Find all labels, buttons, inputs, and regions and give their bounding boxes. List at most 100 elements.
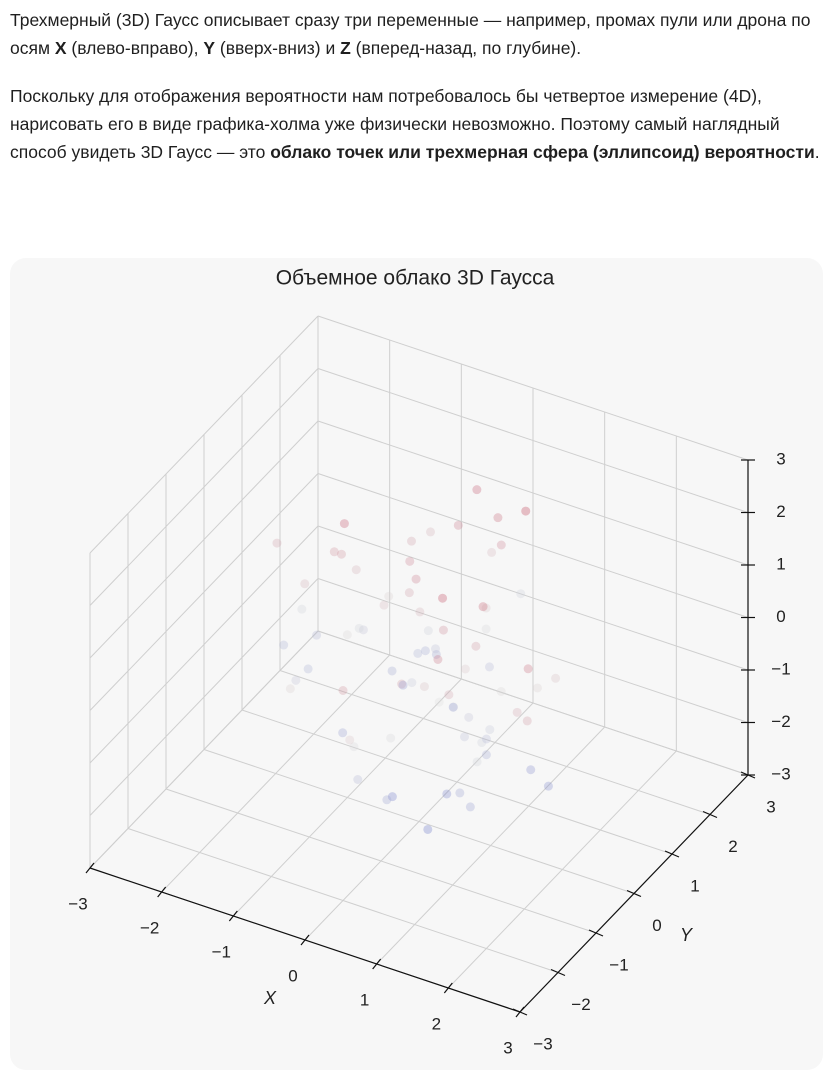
y-axis-label: Y — [680, 925, 694, 945]
grid-line — [89, 578, 319, 816]
point — [460, 732, 469, 742]
point — [460, 664, 470, 674]
grid-line — [89, 525, 319, 764]
point — [339, 519, 349, 529]
point — [358, 625, 368, 635]
point — [285, 684, 295, 694]
z-tick-label: −3 — [771, 764, 790, 783]
y-tick-label: 0 — [652, 916, 661, 935]
x-axis-label: X — [263, 988, 277, 1008]
point — [413, 648, 423, 658]
point — [478, 602, 488, 612]
x-tick-label: −3 — [68, 894, 87, 913]
tick-mark — [550, 968, 566, 977]
point — [300, 579, 310, 589]
point — [512, 707, 522, 717]
grid-line — [89, 630, 319, 869]
point — [407, 678, 417, 688]
grid-line — [317, 578, 749, 723]
tick-mark — [85, 862, 95, 874]
point — [464, 712, 474, 722]
point — [438, 625, 448, 635]
grid-line — [317, 525, 749, 671]
point — [351, 565, 361, 575]
bold-text: облако точек или трехмерная сфера (эллип… — [270, 142, 815, 162]
point — [379, 600, 389, 610]
grid-line — [317, 368, 749, 513]
point — [279, 640, 289, 650]
tick-mark — [228, 910, 238, 922]
grid-line — [317, 315, 749, 461]
x-tick-label: 1 — [360, 990, 369, 1009]
text-run: . — [814, 142, 820, 162]
point — [522, 716, 532, 726]
point — [453, 520, 463, 530]
grid-line — [241, 709, 673, 855]
point — [423, 824, 433, 834]
bold-text: Z — [340, 38, 351, 58]
text-run: Трехмерный (3D) Гаусс описывает сразу тр… — [10, 10, 811, 58]
y-tick-label: 1 — [690, 876, 699, 895]
tick-mark — [626, 889, 642, 898]
point — [398, 680, 408, 690]
point — [419, 682, 429, 692]
grid-line — [279, 670, 711, 815]
point — [387, 666, 397, 676]
text-run: (влево-вправо), — [66, 38, 204, 58]
point — [387, 792, 397, 802]
point — [543, 781, 553, 791]
point — [303, 664, 313, 674]
text-run: Поскольку для отображения вероятности на… — [10, 86, 780, 162]
x-tick-label: 3 — [503, 1038, 512, 1057]
grid-line — [165, 788, 597, 934]
point — [448, 702, 458, 712]
point — [551, 673, 561, 683]
paragraph: Поскольку для отображения вероятности на… — [10, 82, 825, 166]
y-tick-label: −1 — [609, 955, 628, 974]
grid-line — [203, 749, 635, 894]
point — [384, 591, 394, 601]
bold-text: Y — [203, 38, 216, 58]
text-run: (вверх-вниз) и — [215, 38, 341, 58]
point — [487, 547, 497, 557]
point — [481, 603, 491, 613]
tick-mark — [588, 929, 604, 937]
z-tick-label: 0 — [776, 607, 785, 626]
point — [345, 735, 355, 745]
point — [481, 750, 491, 760]
point — [472, 485, 482, 495]
tick-mark — [157, 886, 167, 898]
chart-title: Объемное облако 3D Гаусса — [276, 267, 555, 290]
point — [532, 683, 542, 693]
point — [415, 607, 425, 617]
point — [481, 734, 491, 744]
point — [353, 775, 363, 784]
z-tick-label: 2 — [776, 502, 785, 521]
tick-mark — [300, 934, 310, 946]
point — [386, 733, 396, 743]
point — [426, 527, 435, 537]
point — [485, 725, 495, 735]
point — [407, 536, 416, 546]
point — [338, 728, 348, 738]
bold-text: X — [54, 38, 67, 58]
point — [477, 738, 487, 748]
tick-mark — [664, 850, 680, 858]
point — [516, 589, 526, 599]
point — [431, 644, 440, 654]
point — [336, 549, 346, 559]
point — [411, 574, 421, 584]
y-tick-label: −3 — [533, 1034, 552, 1053]
point — [526, 765, 536, 775]
point — [342, 630, 352, 640]
point — [523, 664, 533, 674]
point — [349, 742, 359, 752]
point — [484, 662, 494, 672]
point — [465, 802, 475, 812]
point — [272, 538, 282, 548]
point — [493, 513, 503, 523]
point — [297, 604, 307, 614]
tick-mark — [512, 1008, 528, 1016]
